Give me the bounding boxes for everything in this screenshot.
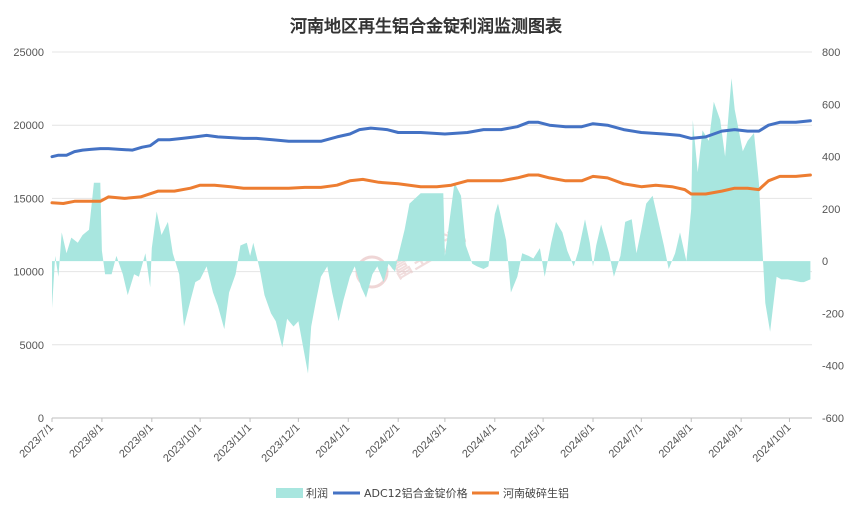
right-axis-tick-label: 600 xyxy=(822,99,840,111)
right-axis-tick-label: 800 xyxy=(822,47,840,59)
x-axis-tick-label: 2023/11/1 xyxy=(212,422,255,465)
left-axis-tick-label: 20000 xyxy=(13,120,44,132)
left-axis-tick-label: 10000 xyxy=(13,267,44,279)
legend-label: 利润 xyxy=(306,486,328,500)
x-axis-tick-label: 2024/3/1 xyxy=(410,422,449,461)
chart-title: 河南地区再生铝合金锭利润监测图表 xyxy=(290,16,563,37)
x-axis-tick-label: 2024/10/1 xyxy=(750,422,793,465)
x-axis-tick-label: 2024/9/1 xyxy=(707,422,746,461)
adc12-price-line xyxy=(50,119,812,159)
legend-swatch-profit xyxy=(276,488,303,498)
x-axis-tick-label: 2024/2/1 xyxy=(364,422,403,461)
scrap-aluminum-line xyxy=(50,173,812,205)
legend-label: ADC12铝合金锭价格 xyxy=(364,486,468,500)
legend: 利润 ADC12铝合金锭价格 河南破碎生铝 xyxy=(276,486,569,500)
x-axis-tick-label: 2024/1/1 xyxy=(314,422,353,461)
left-axis-tick-label: 0 xyxy=(38,413,44,425)
right-axis-tick-label: 400 xyxy=(822,152,840,164)
left-axis-tick-label: 25000 xyxy=(13,47,44,59)
profit-area-layer xyxy=(52,78,811,374)
price-lines-layer xyxy=(50,119,812,205)
x-axis-tick-label: 2023/10/1 xyxy=(161,422,204,465)
x-axis-tick-label: 2024/5/1 xyxy=(508,422,547,461)
x-axis-tick-label: 2023/12/1 xyxy=(259,422,302,465)
left-axis-tick-label: 15000 xyxy=(13,193,44,205)
right-axis-tick-label: -400 xyxy=(822,361,844,373)
legend-label: 河南破碎生铝 xyxy=(503,486,569,500)
left-axis-tick-label: 5000 xyxy=(20,340,44,352)
right-axis-tick-label: -600 xyxy=(822,413,844,425)
right-axis-tick-label: 200 xyxy=(822,204,840,216)
x-axis-tick-label: 2024/7/1 xyxy=(607,422,646,461)
right-axis-tick-label: 0 xyxy=(822,256,828,268)
x-axis-tick-label: 2023/8/1 xyxy=(67,422,106,461)
x-axis-tick-label: 2024/4/1 xyxy=(460,422,499,461)
x-axis-tick-label: 2024/6/1 xyxy=(558,422,597,461)
x-axis-tick-label: 2023/7/1 xyxy=(17,422,56,461)
profit-area xyxy=(52,78,811,374)
x-axis-tick-label: 2023/9/1 xyxy=(117,422,156,461)
x-axis-tick-label: 2024/8/1 xyxy=(657,422,696,461)
right-axis-tick-label: -200 xyxy=(822,308,844,320)
